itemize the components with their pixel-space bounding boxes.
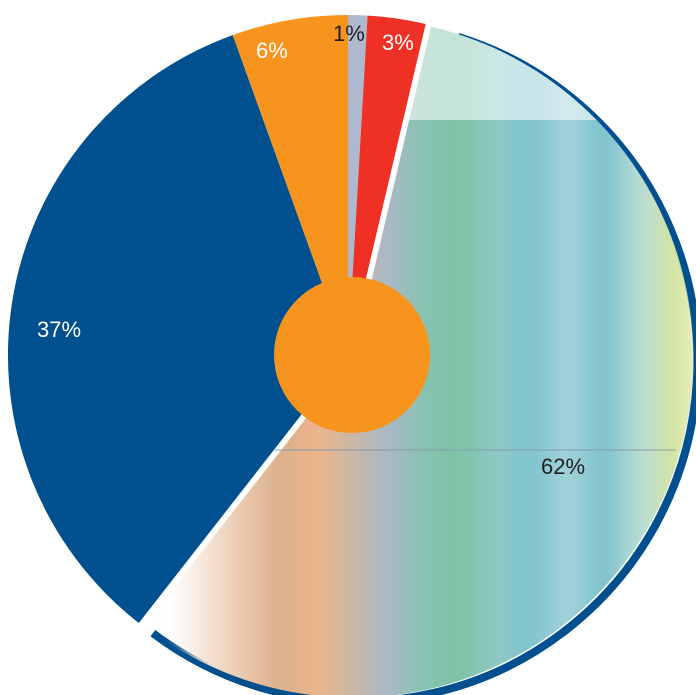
label-62-percent: 62% (541, 454, 585, 479)
label-3-percent: 3% (382, 30, 414, 55)
center-dot (274, 277, 430, 433)
label-37-percent: 37% (37, 317, 81, 342)
slice-6-percent (232, 14, 348, 356)
slice-3-percent (348, 15, 426, 355)
slice-37-percent (7, 35, 348, 624)
slice-rim-shadow (150, 32, 696, 695)
label-1-percent: 1% (333, 21, 365, 46)
slice-1-percent (348, 15, 368, 355)
label-6-percent: 6% (256, 38, 288, 63)
